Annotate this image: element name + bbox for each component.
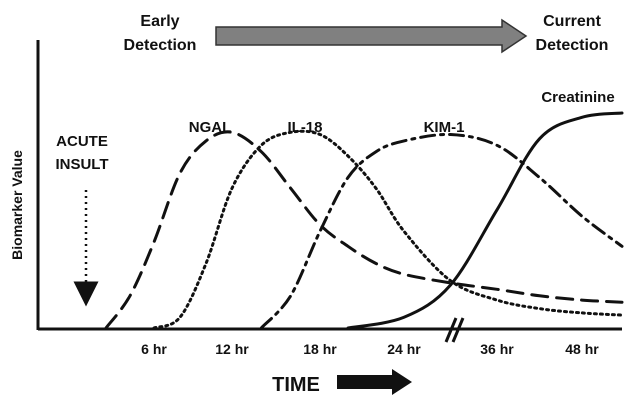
x-tick-label: 12 hr <box>215 341 249 357</box>
x-tick-label: 24 hr <box>387 341 421 357</box>
detection-arrow <box>215 18 528 54</box>
x-tick-label: 6 hr <box>141 341 167 357</box>
acute-insult-label-line2: INSULT <box>55 156 108 173</box>
series-line-ngal <box>104 130 624 330</box>
series-label-ngal: NGAL <box>189 119 232 136</box>
x-tick-label: 48 hr <box>565 341 599 357</box>
early-detection-label-line2: Detection <box>124 37 197 54</box>
x-tick-label: 18 hr <box>303 341 337 357</box>
early-detection-label-line1: Early <box>140 13 179 30</box>
axis-break <box>444 317 465 343</box>
acute-insult-label-line1: ACUTE <box>56 133 108 150</box>
x-axis-label: TIME <box>272 374 320 396</box>
series-line-kim1 <box>259 132 624 330</box>
current-detection-label-line2: Detection <box>536 37 609 54</box>
series-line-creatinine <box>346 111 624 330</box>
time-arrow <box>337 369 412 395</box>
x-tick-label: 36 hr <box>480 341 514 357</box>
series-label-kim1: KIM-1 <box>424 119 465 136</box>
series-label-il18: IL-18 <box>287 119 322 136</box>
series-label-creatinine: Creatinine <box>541 89 614 106</box>
current-detection-label-line1: Current <box>543 13 601 30</box>
series-line-il18 <box>152 129 624 330</box>
series-layer <box>104 111 624 330</box>
y-axis-label: Biomarker Value <box>9 150 25 260</box>
x-tick-labels: 6 hr 12 hr 18 hr 24 hr 36 hr 48 hr <box>141 341 599 357</box>
